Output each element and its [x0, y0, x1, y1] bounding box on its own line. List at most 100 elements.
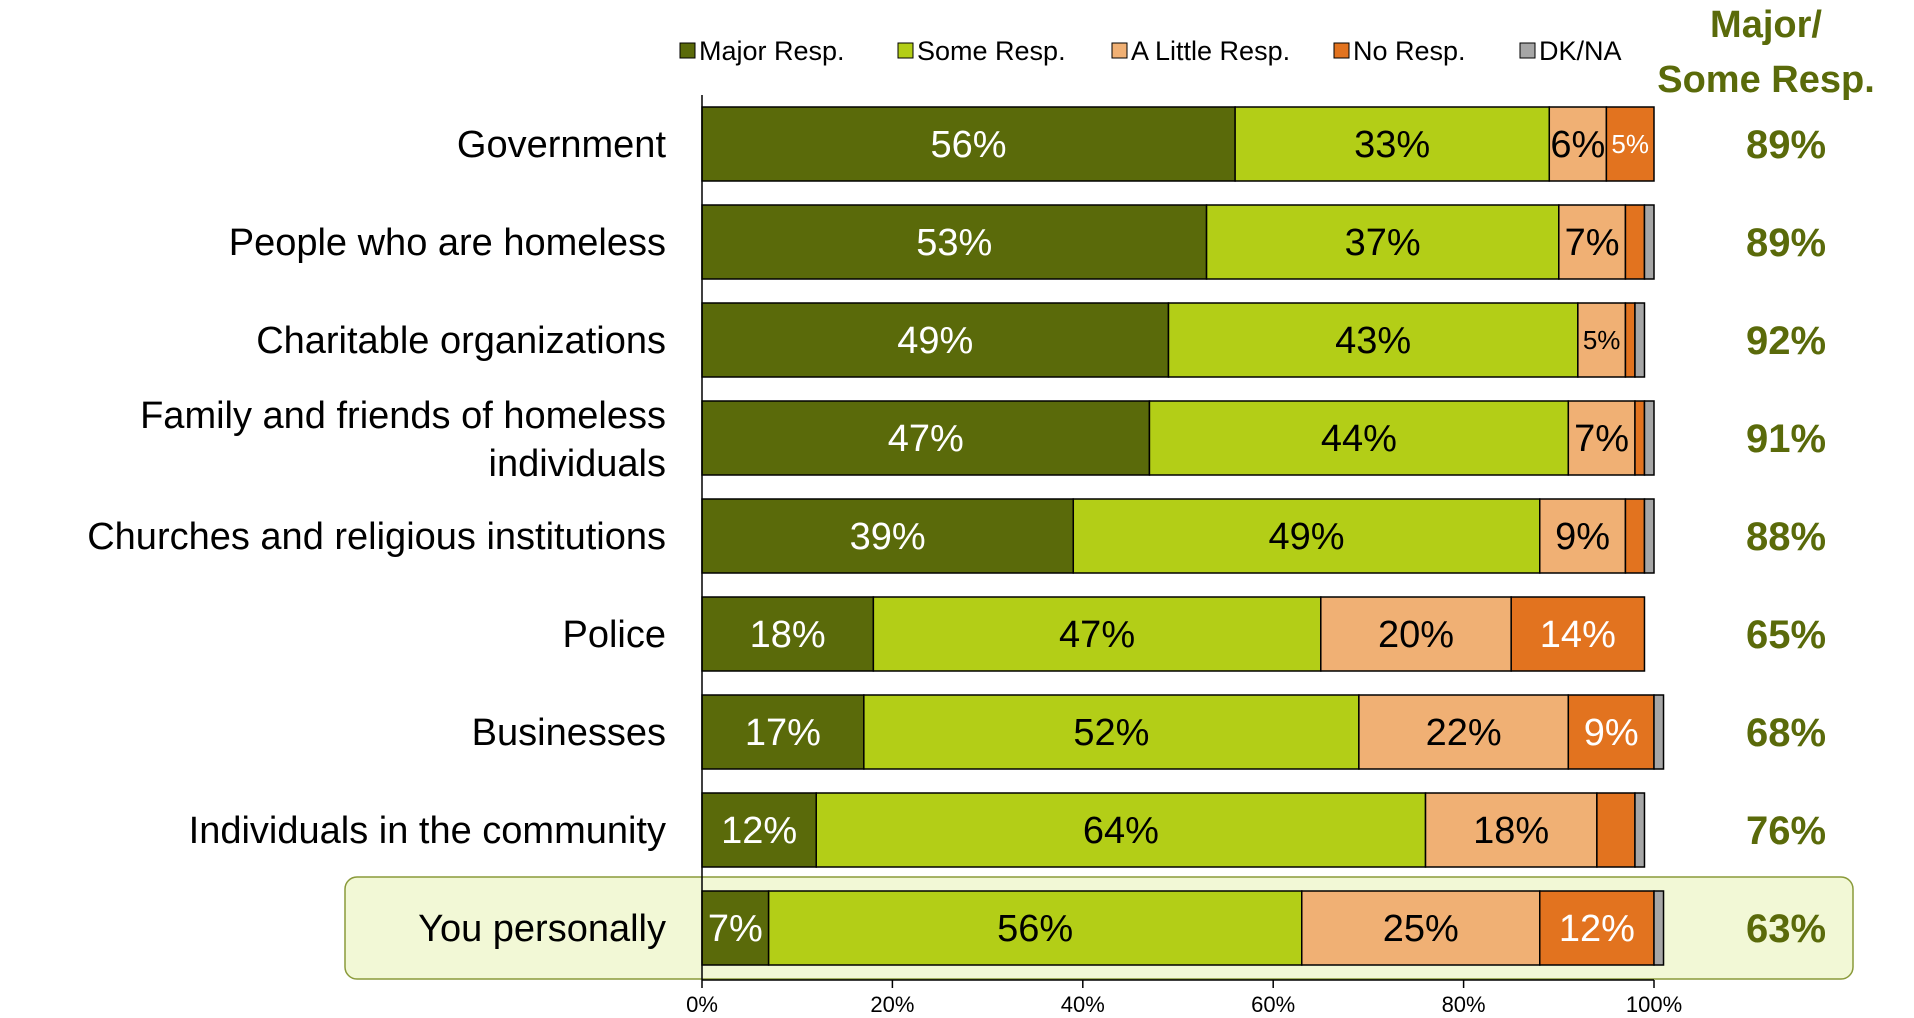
bar-segment — [701, 694, 865, 770]
data-label: 18% — [1473, 810, 1549, 852]
bar-segment — [1548, 106, 1608, 182]
column-header: Major/ — [1710, 4, 1822, 46]
major-some-total: 88% — [1746, 515, 1826, 559]
major-some-total: 89% — [1746, 123, 1826, 167]
bar-segment — [1148, 400, 1570, 476]
data-label: 52% — [1073, 712, 1149, 754]
bar-segment — [1653, 694, 1665, 770]
category-label: Police — [563, 614, 667, 656]
category-label: Family and friends of homeless individual… — [140, 395, 666, 485]
category-label: People who are homeless — [229, 222, 666, 264]
bar-segment — [1301, 890, 1541, 966]
bar-segment — [701, 400, 1151, 476]
data-label: 5% — [1583, 325, 1621, 355]
data-label: 17% — [745, 712, 821, 754]
bar-segment — [1577, 302, 1627, 378]
data-label: 56% — [997, 908, 1073, 950]
legend-swatch — [897, 42, 914, 59]
x-tick-label: 20% — [870, 992, 914, 1017]
data-label: 7% — [1574, 418, 1629, 460]
data-label: 22% — [1426, 712, 1502, 754]
legend-label: No Resp. — [1353, 36, 1466, 66]
data-label: 49% — [1268, 516, 1344, 558]
data-label: 14% — [1540, 614, 1616, 656]
data-label: 7% — [708, 908, 763, 950]
bar-segment — [701, 792, 817, 868]
data-label: 20% — [1378, 614, 1454, 656]
bar-segment — [701, 106, 1236, 182]
bar-segment — [1634, 400, 1646, 476]
legend-label: Some Resp. — [917, 36, 1066, 66]
legend-label: A Little Resp. — [1131, 36, 1290, 66]
data-label: 44% — [1321, 418, 1397, 460]
legend-swatch — [1519, 42, 1536, 59]
bar-segment — [1624, 204, 1646, 280]
bar-segment — [1205, 204, 1560, 280]
x-tick-label: 0% — [686, 992, 718, 1017]
bar-segment — [815, 792, 1427, 868]
category-label: Government — [457, 124, 667, 166]
major-some-total: 63% — [1746, 907, 1826, 951]
bar-segment — [1358, 694, 1570, 770]
bar-segment — [1234, 106, 1551, 182]
category-label: Individuals in the community — [189, 810, 666, 852]
legend-swatch — [679, 42, 696, 59]
data-label: 49% — [897, 320, 973, 362]
bar-segment — [1643, 204, 1655, 280]
category-label: You personally — [418, 908, 666, 950]
major-some-total: 68% — [1746, 711, 1826, 755]
category-label: Churches and religious institutions — [87, 516, 666, 558]
bar-segment — [701, 204, 1208, 280]
legend-label: DK/NA — [1539, 36, 1622, 66]
data-label: 39% — [850, 516, 926, 558]
major-some-total: 65% — [1746, 613, 1826, 657]
x-tick-label: 100% — [1626, 992, 1682, 1017]
bar-segment — [1605, 106, 1655, 182]
data-label: 5% — [1611, 129, 1649, 159]
data-label: 12% — [1559, 908, 1635, 950]
legend-swatch — [1111, 42, 1128, 59]
bar-segment — [1653, 890, 1665, 966]
data-label: 43% — [1335, 320, 1411, 362]
major-some-total: 76% — [1746, 809, 1826, 853]
data-label: 6% — [1550, 124, 1605, 166]
bar-segment — [1634, 792, 1646, 868]
column-header: Some Resp. — [1657, 59, 1875, 101]
x-tick-label: 80% — [1442, 992, 1486, 1017]
bar-segment — [1167, 302, 1579, 378]
bar-segment — [1539, 890, 1655, 966]
x-tick-label: 40% — [1061, 992, 1105, 1017]
data-label: 64% — [1083, 810, 1159, 852]
data-label: 53% — [916, 222, 992, 264]
bar-segment — [1072, 498, 1541, 574]
bar-segment — [1539, 498, 1627, 574]
bar-segment — [863, 694, 1360, 770]
bar-segment — [1567, 694, 1655, 770]
data-label: 47% — [1059, 614, 1135, 656]
legend-label: Major Resp. — [699, 36, 845, 66]
data-label: 37% — [1345, 222, 1421, 264]
bar-segment — [701, 498, 1075, 574]
data-label: 33% — [1354, 124, 1430, 166]
data-label: 56% — [931, 124, 1007, 166]
bar-segment — [1567, 400, 1636, 476]
legend-swatch — [1333, 42, 1350, 59]
data-label: 25% — [1383, 908, 1459, 950]
bar-segment — [767, 890, 1303, 966]
major-some-total: 89% — [1746, 221, 1826, 265]
category-label: Businesses — [472, 712, 666, 754]
bar-segment — [1643, 498, 1655, 574]
data-label: 12% — [721, 810, 797, 852]
bar-segment — [1510, 596, 1646, 672]
bar-segment — [872, 596, 1322, 672]
bar-segment — [1643, 400, 1655, 476]
data-label: 9% — [1555, 516, 1610, 558]
bar-segment — [701, 596, 875, 672]
data-label: 18% — [750, 614, 826, 656]
data-label: 7% — [1565, 222, 1620, 264]
bar-segment — [1634, 302, 1646, 378]
data-label: 9% — [1584, 712, 1639, 754]
bar-segment — [1624, 498, 1646, 574]
major-some-total: 92% — [1746, 319, 1826, 363]
